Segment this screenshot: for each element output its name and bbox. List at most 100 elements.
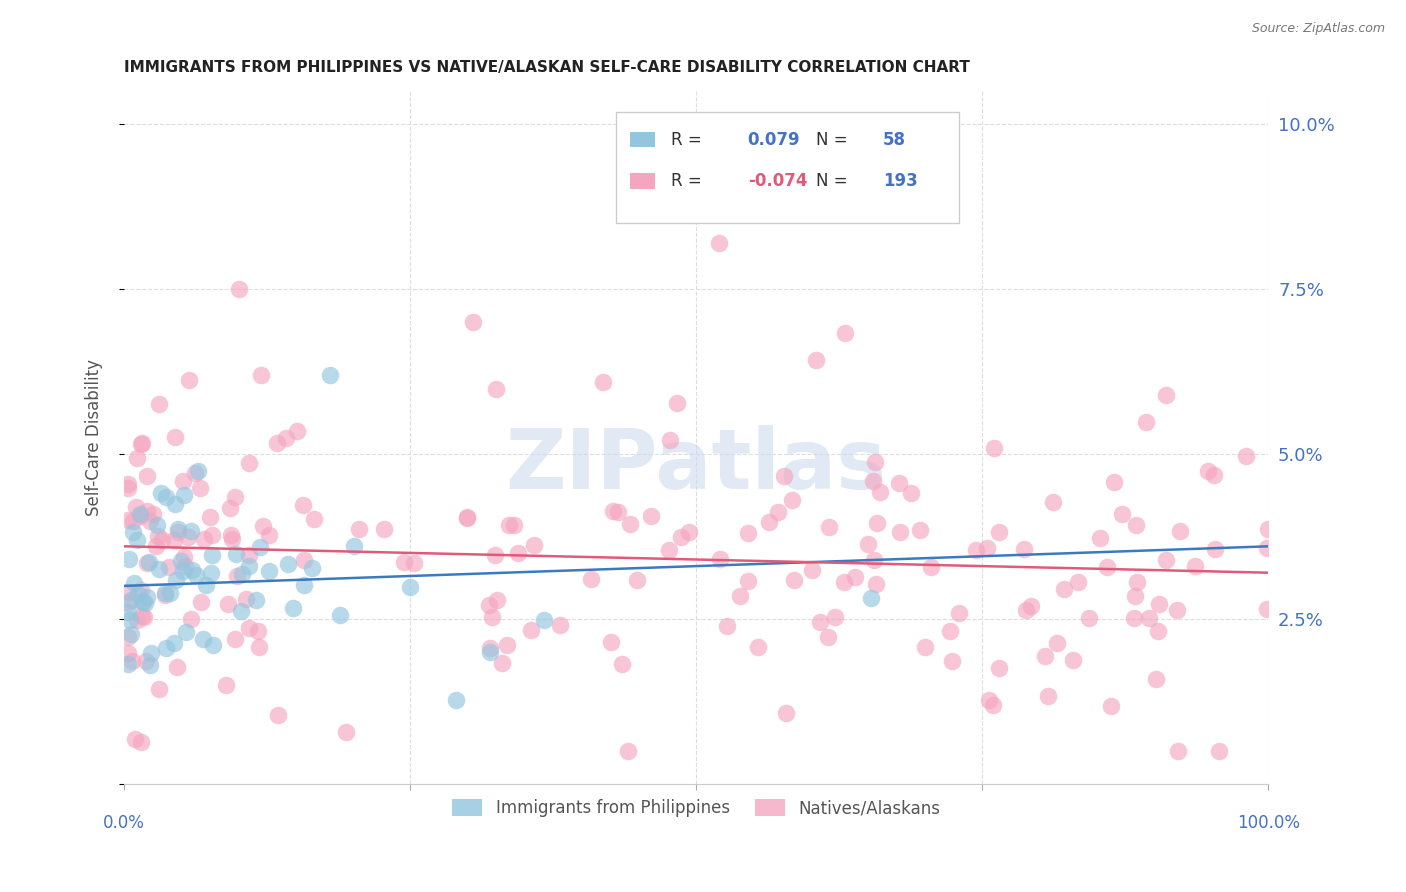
Point xyxy=(201,549,224,563)
Point xyxy=(122,514,145,528)
Point xyxy=(640,509,662,524)
Point xyxy=(977,692,1000,706)
Point xyxy=(506,546,529,560)
Point xyxy=(659,434,682,448)
Point xyxy=(1135,415,1157,429)
Point xyxy=(987,524,1010,539)
Point xyxy=(146,518,169,533)
Point xyxy=(292,552,315,566)
Point xyxy=(1146,624,1168,638)
Point xyxy=(866,516,889,530)
Point xyxy=(224,632,246,646)
Point xyxy=(129,507,152,521)
Point xyxy=(238,558,260,573)
Point xyxy=(495,638,517,652)
Point xyxy=(131,594,153,608)
Point xyxy=(737,574,759,589)
Point xyxy=(1123,589,1146,603)
Point xyxy=(217,597,239,611)
Point xyxy=(402,556,425,570)
Point xyxy=(193,632,215,647)
Point xyxy=(177,529,200,543)
Point xyxy=(125,613,148,627)
Point xyxy=(131,582,153,597)
Point xyxy=(120,627,142,641)
Point xyxy=(118,551,141,566)
Point xyxy=(188,481,211,495)
Point xyxy=(612,657,634,672)
Point xyxy=(1154,388,1177,402)
Point xyxy=(865,577,887,591)
Point xyxy=(238,548,260,562)
Point xyxy=(1033,648,1056,663)
Point xyxy=(173,550,195,565)
Point xyxy=(519,623,541,637)
Point xyxy=(266,435,288,450)
Point xyxy=(1166,602,1188,616)
Point xyxy=(1012,541,1035,556)
Point xyxy=(148,397,170,411)
Point xyxy=(498,518,520,533)
Point xyxy=(1015,603,1038,617)
Point xyxy=(155,490,177,504)
Point xyxy=(166,522,188,536)
Point xyxy=(484,549,506,563)
Point xyxy=(198,509,221,524)
Point xyxy=(1168,524,1191,538)
Point xyxy=(1062,653,1084,667)
Point xyxy=(172,474,194,488)
Point xyxy=(486,592,509,607)
Text: N =: N = xyxy=(817,130,853,149)
Point xyxy=(180,524,202,539)
Point xyxy=(887,475,910,490)
Point xyxy=(463,315,485,329)
Point xyxy=(1154,553,1177,567)
Point xyxy=(479,645,502,659)
Point xyxy=(783,574,806,588)
Point xyxy=(1046,636,1069,650)
Point xyxy=(129,735,152,749)
Point xyxy=(292,577,315,591)
Point xyxy=(128,508,150,523)
FancyBboxPatch shape xyxy=(616,112,959,223)
Point xyxy=(125,451,148,466)
Text: 0.0%: 0.0% xyxy=(103,814,145,832)
Point xyxy=(834,326,856,340)
Point xyxy=(728,589,751,603)
Point xyxy=(180,563,202,577)
Point xyxy=(252,518,274,533)
Point xyxy=(117,630,139,644)
Point xyxy=(259,528,281,542)
Point xyxy=(456,511,478,525)
Point xyxy=(1144,673,1167,687)
Point xyxy=(193,532,215,546)
Point xyxy=(832,574,855,589)
Point xyxy=(818,520,841,534)
Point xyxy=(373,522,395,536)
Point xyxy=(863,553,886,567)
Point xyxy=(965,542,987,557)
Point xyxy=(117,513,139,527)
Point xyxy=(135,557,157,571)
Point xyxy=(592,375,614,389)
Point xyxy=(166,659,188,673)
Point xyxy=(117,477,139,491)
Point xyxy=(225,547,247,561)
Point xyxy=(1095,559,1118,574)
Text: R =: R = xyxy=(671,172,707,190)
Point xyxy=(135,503,157,517)
Point xyxy=(1256,602,1278,616)
Point xyxy=(125,500,148,514)
Point xyxy=(1053,582,1076,597)
Text: R =: R = xyxy=(671,130,707,149)
Point xyxy=(127,533,149,547)
Point xyxy=(176,624,198,639)
Point xyxy=(117,585,139,599)
Point xyxy=(218,500,240,515)
Point xyxy=(1204,541,1226,556)
Text: ZIPatlas: ZIPatlas xyxy=(506,425,887,506)
Text: Source: ZipAtlas.com: Source: ZipAtlas.com xyxy=(1251,22,1385,36)
Point xyxy=(157,559,180,574)
Point xyxy=(122,524,145,539)
Point xyxy=(166,524,188,539)
